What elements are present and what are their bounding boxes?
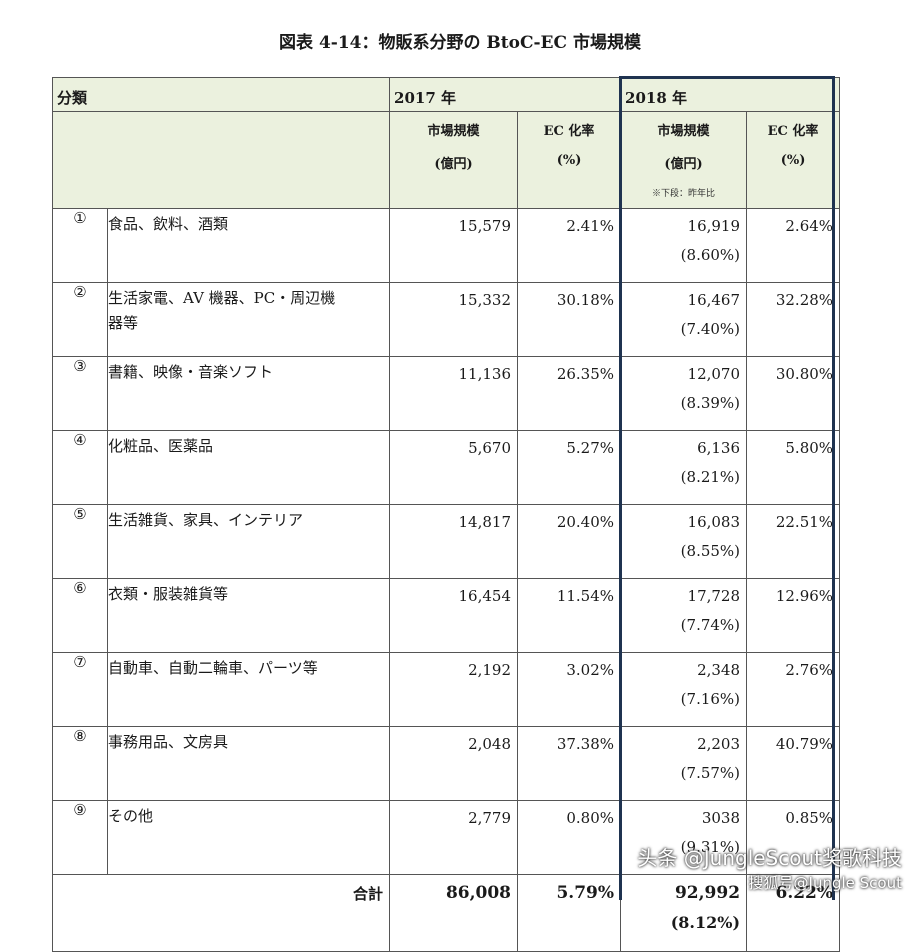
row-2017-rate: 2.41% <box>517 208 622 283</box>
row-2017-value: 16,454 <box>389 578 519 653</box>
row-number: ④ <box>52 430 108 505</box>
row-2018-rate: 12.96% <box>746 578 841 653</box>
row-2018-value: 16,467 (7.40%) <box>620 282 748 357</box>
header-2018-ec-rate: EC 化率 (%) <box>746 111 841 209</box>
table-row: ⑦ 自動車、自動二輪車、パーツ等 2,192 3.02% 2,348 (7.16%) 2.7… <box>52 652 841 727</box>
header-2018: 2018 年 <box>620 77 841 112</box>
row-number: ② <box>52 282 108 357</box>
row-2017-rate: 5.27% <box>517 430 622 505</box>
table-row: ⑤ 生活雑貨、家具、インテリア 14,817 20.40% 16,083 (8.55%) 2… <box>52 504 841 579</box>
row-2017-value: 11,136 <box>389 356 519 431</box>
row-number: ⑨ <box>52 800 108 875</box>
row-number: ⑤ <box>52 504 108 579</box>
table-row: ⑧ 事務用品、文房具 2,048 37.38% 2,203 (7.57%) 40.79% <box>52 726 841 801</box>
total-label: 合計 <box>51 874 391 952</box>
row-2017-rate: 3.02% <box>517 652 622 727</box>
row-number: ① <box>52 208 108 283</box>
header-2017: 2017 年 <box>389 77 622 112</box>
row-category: 衣類・服装雑貨等 <box>106 578 391 653</box>
header-2018-market-size: 市場規模 (億円) ※下段：昨年比 <box>620 111 748 209</box>
watermark-sohu: 搜狐号@Jungle Scout <box>748 874 902 892</box>
row-2017-rate: 0.80% <box>517 800 622 875</box>
table-row: ② 生活家電、AV 機器、PC・周辺機 器等 15,332 30.18% 16,467 (7… <box>52 282 841 357</box>
row-number: ⑦ <box>52 652 108 727</box>
row-2018-value: 16,919 (8.60%) <box>620 208 748 283</box>
row-2018-rate: 5.80% <box>746 430 841 505</box>
row-2017-value: 15,579 <box>389 208 519 283</box>
row-category: 事務用品、文房具 <box>106 726 391 801</box>
row-category: 化粧品、医薬品 <box>106 430 391 505</box>
row-2018-rate: 22.51% <box>746 504 841 579</box>
row-2018-value: 12,070 (8.39%) <box>620 356 748 431</box>
row-2017-rate: 20.40% <box>517 504 622 579</box>
table-row: ⑥ 衣類・服装雑貨等 16,454 11.54% 17,728 (7.74%) 12.96% <box>52 578 841 653</box>
row-category: その他 <box>106 800 391 875</box>
row-category: 生活雑貨、家具、インテリア <box>106 504 391 579</box>
table-row: ④ 化粧品、医薬品 5,670 5.27% 6,136 (8.21%) 5.80% <box>52 430 841 505</box>
row-2017-value: 15,332 <box>389 282 519 357</box>
row-2018-value: 17,728 (7.74%) <box>620 578 748 653</box>
row-2018-rate: 2.64% <box>746 208 841 283</box>
row-2017-rate: 37.38% <box>517 726 622 801</box>
row-2017-value: 2,192 <box>389 652 519 727</box>
header-2017-market-size: 市場規模 (億円) <box>389 111 519 209</box>
header-category-blank <box>51 111 391 209</box>
row-category: 自動車、自動二輪車、パーツ等 <box>106 652 391 727</box>
row-2018-rate: 0.85% <box>746 800 841 875</box>
header-2017-ec-rate: EC 化率 (%) <box>517 111 622 209</box>
row-category: 生活家電、AV 機器、PC・周辺機 器等 <box>106 282 391 357</box>
row-2018-value: 16,083 (8.55%) <box>620 504 748 579</box>
row-2018-rate: 32.28% <box>746 282 841 357</box>
row-category: 食品、飲料、酒類 <box>106 208 391 283</box>
row-2017-value: 14,817 <box>389 504 519 579</box>
watermark-toutiao: 头条 @JungleScout奖歌科技 <box>637 846 902 870</box>
total-2018-value: 92,992 (8.12%) <box>620 874 748 952</box>
row-2017-value: 2,048 <box>389 726 519 801</box>
row-2018-value: 2,203 (7.57%) <box>620 726 748 801</box>
total-2017-value: 86,008 <box>389 874 519 952</box>
market-size-table: 分類 2017 年 2018 年 市場規模 (億円) EC 化率 (%) 市場規模(… <box>51 77 841 952</box>
row-2017-value: 2,779 <box>389 800 519 875</box>
row-2017-rate: 26.35% <box>517 356 622 431</box>
row-2018-value: 2,348 (7.16%) <box>620 652 748 727</box>
row-2017-rate: 11.54% <box>517 578 622 653</box>
row-2018-rate: 30.80% <box>746 356 841 431</box>
table-row: ③ 書籍、映像・音楽ソフト 11,136 26.35% 12,070 (8.39%) 30.… <box>52 356 841 431</box>
row-number: ⑧ <box>52 726 108 801</box>
row-number: ③ <box>52 356 108 431</box>
total-2017-rate: 5.79% <box>517 874 622 952</box>
table-title: 図表 4-14：物販系分野の BtoC-EC 市場規模 <box>279 33 641 53</box>
row-2018-rate: 40.79% <box>746 726 841 801</box>
row-2017-rate: 30.18% <box>517 282 622 357</box>
table-row: ⑨ その他 2,779 0.80% 3038 (9.31%) 0.85% <box>52 800 841 875</box>
row-2018-rate: 2.76% <box>746 652 841 727</box>
table-row: ① 食品、飲料、酒類 15,579 2.41% 16,919 (8.60%) 2.64% <box>52 208 841 283</box>
total-row: 合計 86,008 5.79% 92,992 (8.12%) 6.22% <box>51 874 841 952</box>
header-category: 分類 <box>51 77 391 112</box>
row-2017-value: 5,670 <box>389 430 519 505</box>
row-number: ⑥ <box>52 578 108 653</box>
row-category: 書籍、映像・音楽ソフト <box>106 356 391 431</box>
row-2018-value: 6,136 (8.21%) <box>620 430 748 505</box>
